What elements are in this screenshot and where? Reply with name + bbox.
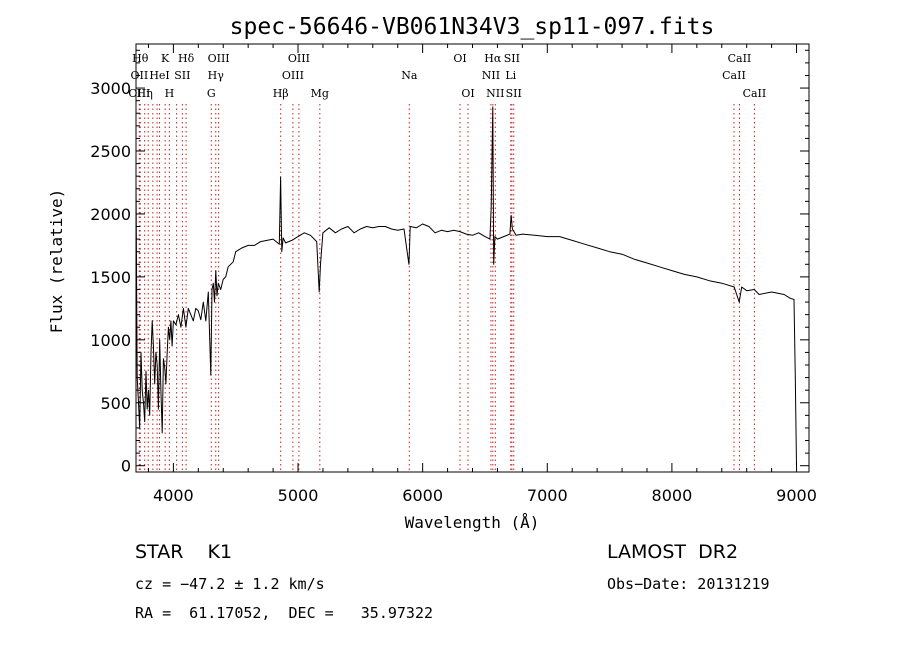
line-marker-label: G bbox=[207, 87, 216, 100]
y-tick-label: 2500 bbox=[90, 142, 131, 161]
line-marker-label: Hδ bbox=[178, 52, 195, 65]
axes: 4000 5000 6000 7000 8000 9000 0 500 1000 1500 2000… bbox=[90, 44, 817, 505]
y-tick-label: 2000 bbox=[90, 205, 131, 224]
x-tick-label: 7000 bbox=[527, 486, 568, 505]
x-axis-label: Wavelength (Å) bbox=[405, 513, 540, 532]
line-marker-label: K bbox=[161, 52, 170, 65]
line-marker-label: Na bbox=[401, 69, 418, 82]
chart-title: spec-56646-VB061N34V3_sp11-097.fits bbox=[230, 14, 715, 40]
y-tick-label: 0 bbox=[121, 457, 131, 476]
line-marker-label: OIII bbox=[128, 87, 150, 100]
spectrum-series bbox=[135, 106, 797, 466]
line-marker-label: HeI bbox=[149, 69, 169, 82]
line-marker-label: SII bbox=[174, 69, 190, 82]
line-marker-label: Hα bbox=[484, 52, 502, 65]
line-marker-label: Hη bbox=[137, 87, 153, 100]
x-tick-label: 9000 bbox=[776, 486, 817, 505]
object-class: STAR K1 bbox=[135, 541, 233, 563]
line-marker-label: SII bbox=[504, 52, 520, 65]
survey-name: LAMOST DR2 bbox=[607, 541, 739, 563]
x-tick-label: 5000 bbox=[278, 486, 319, 505]
line-marker-label: Mg bbox=[311, 87, 329, 100]
spectral-line-markers: HθOIIOIIIHηHeIKHSIIHδGHγOIIIHβOIIIOIIIMg… bbox=[128, 52, 766, 472]
line-marker-label: CaII bbox=[728, 52, 752, 65]
y-tick-label: 3000 bbox=[90, 79, 131, 98]
plot-frame bbox=[135, 43, 810, 473]
x-tick-label: 8000 bbox=[652, 486, 693, 505]
coordinates: RA = 61.17052, DEC = 35.97322 bbox=[135, 604, 434, 622]
line-marker-label: Hβ bbox=[273, 87, 289, 100]
line-marker-label: Hγ bbox=[208, 69, 225, 82]
x-tick-label: 6000 bbox=[402, 486, 443, 505]
y-axis-label: Flux (relative) bbox=[47, 189, 66, 334]
line-marker-label: SII bbox=[506, 87, 522, 100]
line-marker-label: NII bbox=[486, 87, 504, 100]
line-marker-label: CaII bbox=[743, 87, 767, 100]
line-marker-label: OI bbox=[453, 52, 466, 65]
x-tick-label: 4000 bbox=[153, 486, 194, 505]
line-marker-label: OI bbox=[461, 87, 474, 100]
line-marker-label: OIII bbox=[208, 52, 230, 65]
y-tick-label: 1000 bbox=[90, 331, 131, 350]
line-marker-label: NII bbox=[482, 69, 500, 82]
line-marker-label: Hθ bbox=[132, 52, 149, 65]
observation-date: Obs−Date: 20131219 bbox=[607, 575, 770, 593]
y-tick-label: 500 bbox=[100, 394, 131, 413]
line-marker-label: OIII bbox=[288, 52, 310, 65]
line-marker-label: OIII bbox=[282, 69, 304, 82]
redshift-value: cz = −47.2 ± 1.2 km/s bbox=[135, 575, 325, 593]
line-marker-label: Li bbox=[505, 69, 516, 82]
spectrum-line bbox=[135, 106, 797, 466]
line-marker-label: H bbox=[165, 87, 175, 100]
y-tick-label: 1500 bbox=[90, 268, 131, 287]
line-marker-label: CaII bbox=[722, 69, 746, 82]
